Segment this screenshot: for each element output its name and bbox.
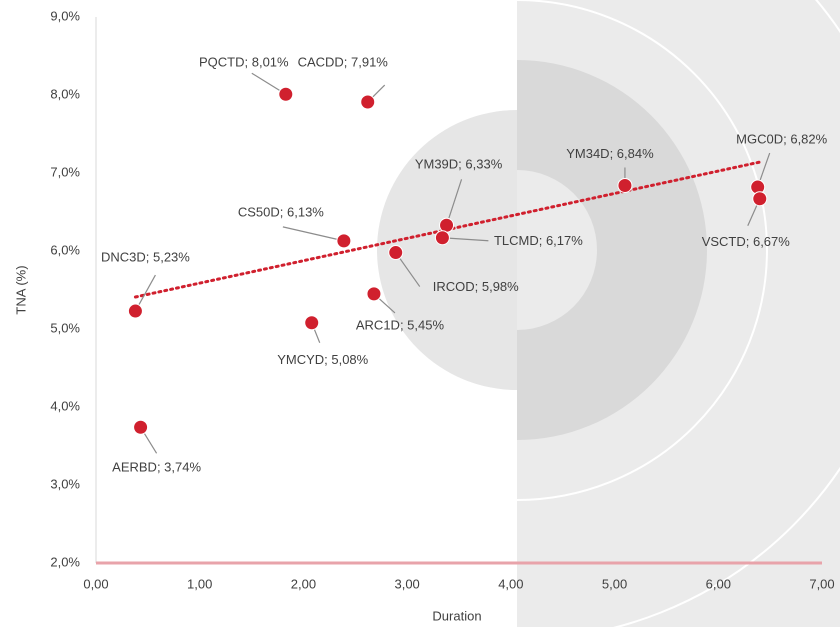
data-label: VSCTD; 6,67%	[702, 234, 791, 249]
x-tick-label: 7,00	[809, 576, 834, 591]
point	[336, 233, 352, 249]
y-tick-label: 5,0%	[50, 320, 80, 335]
point	[617, 177, 633, 193]
y-tick-label: 6,0%	[50, 242, 80, 257]
x-tick-label: 2,00	[291, 576, 316, 591]
point	[360, 94, 376, 110]
point	[434, 230, 450, 246]
data-label: PQCTD; 8,01%	[199, 55, 289, 70]
y-tick-label: 2,0%	[50, 554, 80, 569]
x-tick-label: 6,00	[706, 576, 731, 591]
point	[304, 315, 320, 331]
data-label: CS50D; 6,13%	[238, 204, 324, 219]
y-tick-label: 8,0%	[50, 86, 80, 101]
y-tick-label: 3,0%	[50, 476, 80, 491]
data-label: IRCOD; 5,98%	[433, 279, 519, 294]
y-tick-label: 7,0%	[50, 164, 80, 179]
point	[127, 303, 143, 319]
x-tick-label: 1,00	[187, 576, 212, 591]
leader-line	[282, 226, 345, 242]
background-decoration	[126, 0, 840, 627]
data-label: DNC3D; 5,23%	[101, 249, 190, 264]
data-label: TLCMD; 6,17%	[494, 233, 583, 248]
x-tick-label: 3,00	[394, 576, 419, 591]
data-label: YM34D; 6,84%	[566, 146, 654, 161]
leader-line	[445, 179, 463, 226]
y-tick-label: 9,0%	[50, 8, 80, 23]
data-label: CACDD; 7,91%	[298, 54, 389, 69]
data-label: ARC1D; 5,45%	[356, 317, 445, 332]
x-axis-title: Duration	[432, 608, 481, 623]
point	[439, 217, 455, 233]
x-tick-label: 5,00	[602, 576, 627, 591]
point	[366, 286, 382, 302]
y-tick-label: 4,0%	[50, 398, 80, 413]
point	[752, 191, 768, 207]
x-tick-label: 0,00	[83, 576, 108, 591]
x-tick-label: 4,00	[498, 576, 523, 591]
point	[133, 419, 149, 435]
data-label: YMCYD; 5,08%	[277, 352, 368, 367]
point	[278, 86, 294, 102]
leader-line	[442, 237, 489, 242]
data-label: AERBD; 3,74%	[112, 460, 201, 475]
point	[388, 245, 404, 261]
data-label: YM39D; 6,33%	[415, 157, 503, 172]
y-axis-title: TNA (%)	[13, 265, 28, 314]
data-label: MGC0D; 6,82%	[736, 131, 827, 146]
